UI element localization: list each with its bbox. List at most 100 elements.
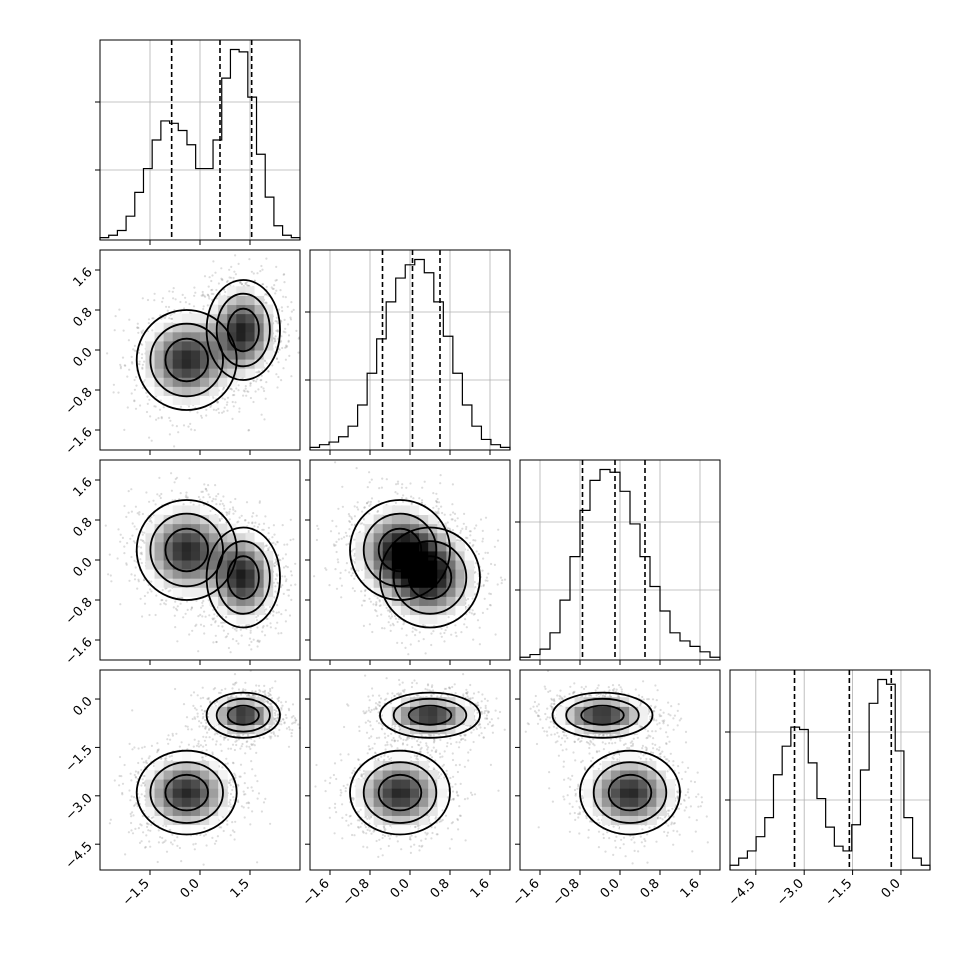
scatter-point bbox=[292, 538, 295, 541]
density-cell bbox=[181, 359, 192, 369]
scatter-point bbox=[275, 278, 278, 282]
density-cell bbox=[190, 550, 201, 561]
density-cell bbox=[172, 550, 183, 561]
density-cell bbox=[181, 514, 192, 525]
scatter-point bbox=[260, 264, 263, 268]
scatter-point bbox=[211, 288, 214, 291]
scatter-point bbox=[117, 391, 120, 394]
scatter-point bbox=[208, 297, 211, 300]
scatter-point bbox=[152, 499, 155, 502]
scatter-point bbox=[261, 268, 264, 271]
scatter-point bbox=[290, 598, 293, 602]
scatter-point bbox=[275, 357, 279, 360]
density-cell bbox=[172, 313, 183, 324]
scatter-point bbox=[486, 551, 489, 555]
scatter-point bbox=[222, 387, 225, 390]
scatter-point bbox=[223, 406, 226, 409]
scatter-point bbox=[217, 407, 220, 410]
scatter-point bbox=[160, 599, 163, 602]
scatter-point bbox=[218, 519, 221, 522]
scatter-point bbox=[200, 490, 203, 493]
scatter-point bbox=[173, 445, 176, 448]
density-cell bbox=[209, 340, 219, 351]
scatter-point bbox=[249, 631, 252, 634]
scatter-point bbox=[254, 521, 257, 524]
scatter-point bbox=[274, 320, 277, 323]
scatter-point bbox=[136, 326, 139, 329]
scatter-point bbox=[286, 305, 289, 308]
scatter-point bbox=[229, 651, 232, 654]
scatter-point bbox=[217, 624, 220, 628]
scatter-point bbox=[286, 345, 289, 348]
density-cell bbox=[190, 313, 201, 324]
scatter-point bbox=[503, 578, 507, 581]
scatter-point bbox=[252, 511, 255, 515]
scatter-point bbox=[174, 477, 177, 481]
scatter-point bbox=[277, 611, 280, 614]
scatter-point bbox=[244, 385, 247, 388]
scatter-point bbox=[169, 419, 172, 422]
scatter-point bbox=[119, 603, 122, 606]
scatter-point bbox=[231, 394, 235, 397]
scatter-point bbox=[252, 379, 255, 382]
scatter-point bbox=[225, 513, 228, 517]
scatter-point bbox=[245, 394, 248, 397]
scatter-point bbox=[133, 378, 136, 382]
scatter-point bbox=[133, 399, 136, 402]
scatter-point bbox=[129, 537, 132, 540]
scatter-point bbox=[130, 510, 133, 513]
scatter-point bbox=[187, 425, 190, 428]
scatter-point bbox=[145, 391, 148, 394]
scatter-point bbox=[204, 295, 207, 298]
scatter-point bbox=[126, 542, 129, 545]
scatter-point bbox=[238, 407, 241, 410]
scatter-point bbox=[179, 300, 182, 304]
scatter-point bbox=[148, 613, 151, 617]
scatter-point bbox=[202, 307, 205, 311]
scatter-point bbox=[197, 650, 200, 653]
scatter-point bbox=[256, 272, 259, 275]
scatter-point bbox=[297, 351, 300, 354]
scatter-point bbox=[276, 330, 279, 333]
density-cell bbox=[190, 395, 201, 406]
scatter-point bbox=[459, 531, 462, 534]
scatter-point bbox=[132, 540, 135, 543]
scatter-point bbox=[471, 597, 474, 600]
scatter-point bbox=[233, 628, 236, 631]
scatter-point bbox=[143, 531, 146, 534]
scatter-point bbox=[275, 357, 279, 361]
scatter-point bbox=[223, 507, 226, 510]
scatter-point bbox=[133, 344, 136, 347]
scatter-point bbox=[188, 302, 191, 306]
scatter-point bbox=[130, 488, 133, 491]
scatter-point bbox=[119, 540, 122, 543]
scatter-point bbox=[276, 386, 279, 389]
scatter-point bbox=[284, 331, 287, 334]
scatter-point bbox=[168, 317, 171, 320]
scatter-point bbox=[270, 286, 273, 289]
scatter-point bbox=[201, 293, 205, 296]
scatter-point bbox=[497, 528, 500, 531]
scatter-point bbox=[140, 561, 143, 565]
scatter-point bbox=[156, 493, 159, 496]
scatter-point bbox=[269, 622, 272, 625]
scatter-point bbox=[290, 310, 293, 313]
density-cell bbox=[236, 614, 246, 625]
scatter-point bbox=[273, 533, 276, 536]
scatter-point bbox=[287, 339, 290, 342]
scatter-point bbox=[295, 329, 298, 332]
density-cell bbox=[218, 523, 228, 534]
scatter-point bbox=[263, 418, 266, 421]
scatter-point bbox=[226, 409, 229, 412]
scatter-point bbox=[141, 615, 144, 618]
scatter-point bbox=[368, 471, 371, 474]
scatter-point bbox=[286, 566, 289, 569]
scatter-point bbox=[149, 415, 152, 418]
density-cell bbox=[154, 532, 165, 543]
scatter-point bbox=[337, 532, 341, 535]
scatter-point bbox=[167, 305, 171, 309]
scatter-point bbox=[130, 392, 133, 395]
scatter-point bbox=[220, 517, 223, 520]
scatter-point bbox=[201, 601, 204, 605]
scatter-point bbox=[417, 640, 420, 643]
